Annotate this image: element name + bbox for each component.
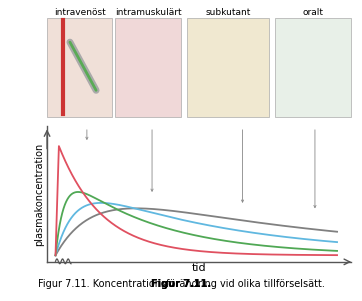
Text: intravenöst: intravenöst xyxy=(54,8,106,17)
Text: intramuskulärt: intramuskulärt xyxy=(115,8,181,17)
X-axis label: tid: tid xyxy=(192,263,206,273)
Text: oralt: oralt xyxy=(303,8,324,17)
Bar xyxy=(115,18,181,117)
Bar xyxy=(275,18,351,117)
Bar xyxy=(47,18,113,117)
Text: Figur 7.11.: Figur 7.11. xyxy=(151,279,211,289)
Text: Figur 7.11.: Figur 7.11. xyxy=(151,279,211,289)
Text: subkutant: subkutant xyxy=(205,8,251,17)
Bar xyxy=(187,18,269,117)
Text: Figur 7.11. Koncentrationsförändring vid olika tillförselsätt.: Figur 7.11. Koncentrationsförändring vid… xyxy=(38,279,324,289)
Y-axis label: plasmakoncentration: plasmakoncentration xyxy=(34,142,44,246)
